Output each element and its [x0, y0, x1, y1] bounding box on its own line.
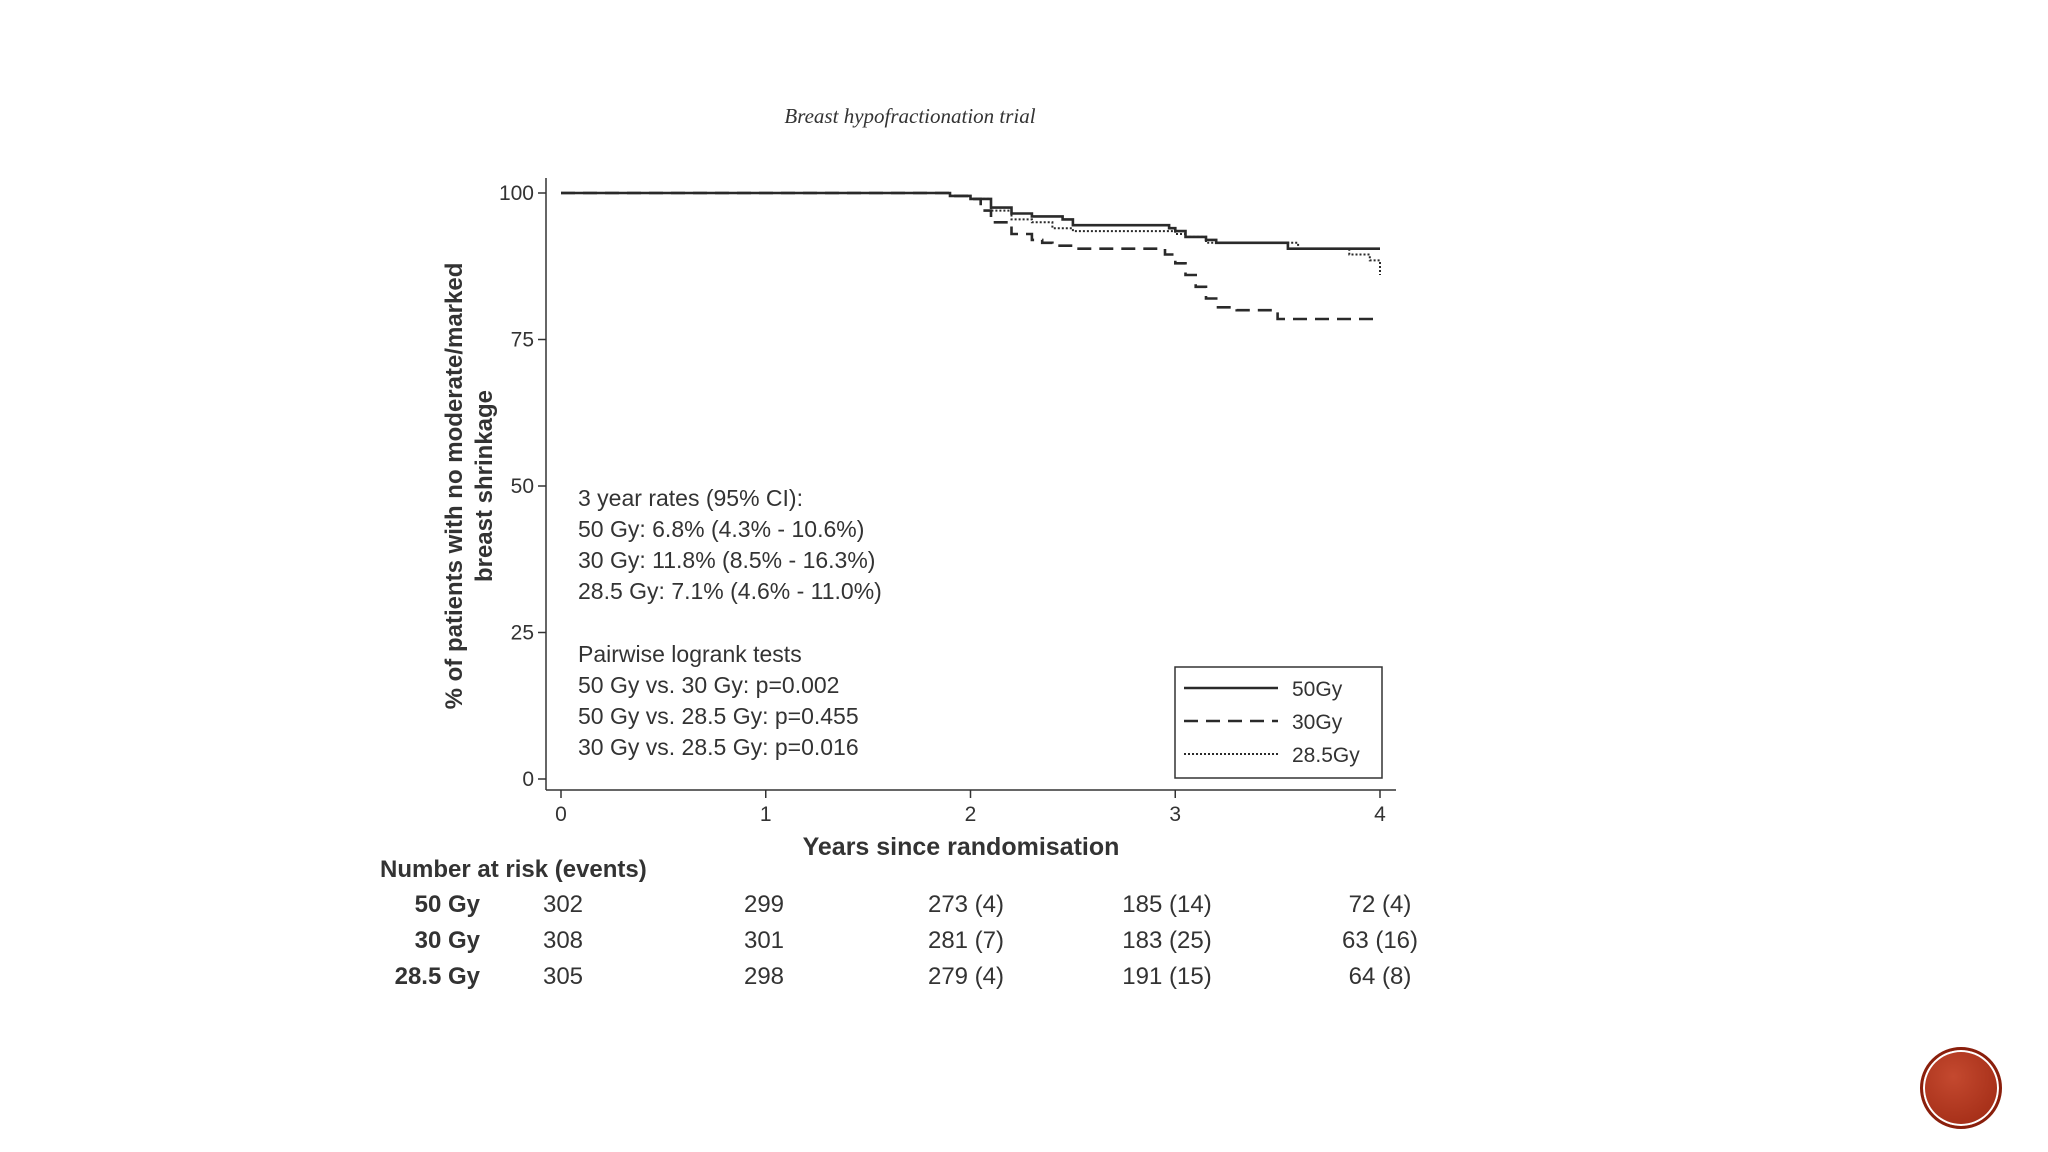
- chart-annotations: 3 year rates (95% CI): 50 Gy: 6.8% (4.3% …: [578, 485, 882, 760]
- logrank-annotation-line: Pairwise logrank tests: [578, 641, 802, 667]
- risk-table-cell: 72 (4): [1349, 891, 1412, 918]
- risk-row-label: 28.5 Gy: [395, 963, 481, 990]
- risk-table: Number at risk (events) 50 Gy 302 299 273 (4…: [380, 856, 1418, 990]
- slide-number-badge: [1920, 1047, 2002, 1129]
- risk-table-title: Number at risk (events): [380, 856, 647, 883]
- risk-table-cell: 183 (25): [1122, 927, 1211, 954]
- risk-row-label: 30 Gy: [415, 927, 481, 954]
- legend-box: [1174, 666, 1383, 779]
- chart-axes: 0 25 50 75 100 0 1 2 3 4 Years since randomisation…: [441, 178, 1396, 861]
- x-tick-label: 0: [555, 803, 567, 826]
- legend-label: 28.5Gy: [1292, 744, 1360, 767]
- y-axis-label-line-1: % of patients with no moderate/marked: [441, 263, 468, 710]
- risk-table-cell: 299: [744, 891, 784, 918]
- legend-label: 50Gy: [1292, 678, 1343, 701]
- legend-label: 30Gy: [1292, 711, 1343, 734]
- y-tick-label: 25: [511, 622, 534, 645]
- rates-annotation-line: 3 year rates (95% CI):: [578, 485, 803, 511]
- risk-table-cell: 305: [543, 963, 583, 990]
- risk-table-cell: 298: [744, 963, 784, 990]
- rates-annotation-line: 28.5 Gy: 7.1% (4.6% - 11.0%): [578, 578, 882, 604]
- risk-row-label: 50 Gy: [415, 891, 481, 918]
- y-tick-label: 50: [511, 475, 534, 498]
- series-line-28-5gy: [561, 192, 1381, 275]
- risk-table-cell: 302: [543, 891, 583, 918]
- y-tick-label: 0: [522, 768, 534, 791]
- x-axis-label: Years since randomisation: [803, 833, 1120, 861]
- x-tick-label: 1: [760, 803, 772, 826]
- risk-table-cell: 281 (7): [928, 927, 1004, 954]
- risk-table-cell: 273 (4): [928, 891, 1004, 918]
- x-tick-label: 2: [965, 803, 977, 826]
- risk-table-cell: 64 (8): [1349, 963, 1412, 990]
- x-tick-label: 3: [1169, 803, 1181, 826]
- y-axis-label: % of patients with no moderate/marked bre…: [441, 263, 498, 710]
- y-tick-label: 100: [499, 182, 534, 205]
- chart-legend: 50Gy 30Gy 28.5Gy: [1174, 666, 1383, 779]
- logrank-annotation-line: 50 Gy vs. 28.5 Gy: p=0.455: [578, 703, 859, 729]
- series-line-50gy: [561, 191, 1380, 250]
- series-line-30gy: [561, 191, 1380, 321]
- risk-table-cell: 279 (4): [928, 963, 1004, 990]
- y-axis-label-line-2: breast shrinkage: [471, 390, 498, 582]
- logrank-annotation-line: 30 Gy vs. 28.5 Gy: p=0.016: [578, 734, 859, 760]
- rates-annotation-line: 50 Gy: 6.8% (4.3% - 10.6%): [578, 516, 864, 542]
- risk-table-cell: 191 (15): [1122, 963, 1211, 990]
- risk-table-cell: 63 (16): [1342, 927, 1418, 954]
- y-tick-label: 75: [511, 329, 534, 352]
- figure-caption: Breast hypofractionation trial: [784, 104, 1036, 128]
- risk-table-cell: 301: [744, 927, 784, 954]
- chart-series: [561, 191, 1381, 321]
- risk-table-cell: 185 (14): [1122, 891, 1211, 918]
- risk-table-cell: 308: [543, 927, 583, 954]
- x-tick-label: 4: [1374, 803, 1386, 826]
- logrank-annotation-line: 50 Gy vs. 30 Gy: p=0.002: [578, 672, 839, 698]
- rates-annotation-line: 30 Gy: 11.8% (8.5% - 16.3%): [578, 547, 875, 573]
